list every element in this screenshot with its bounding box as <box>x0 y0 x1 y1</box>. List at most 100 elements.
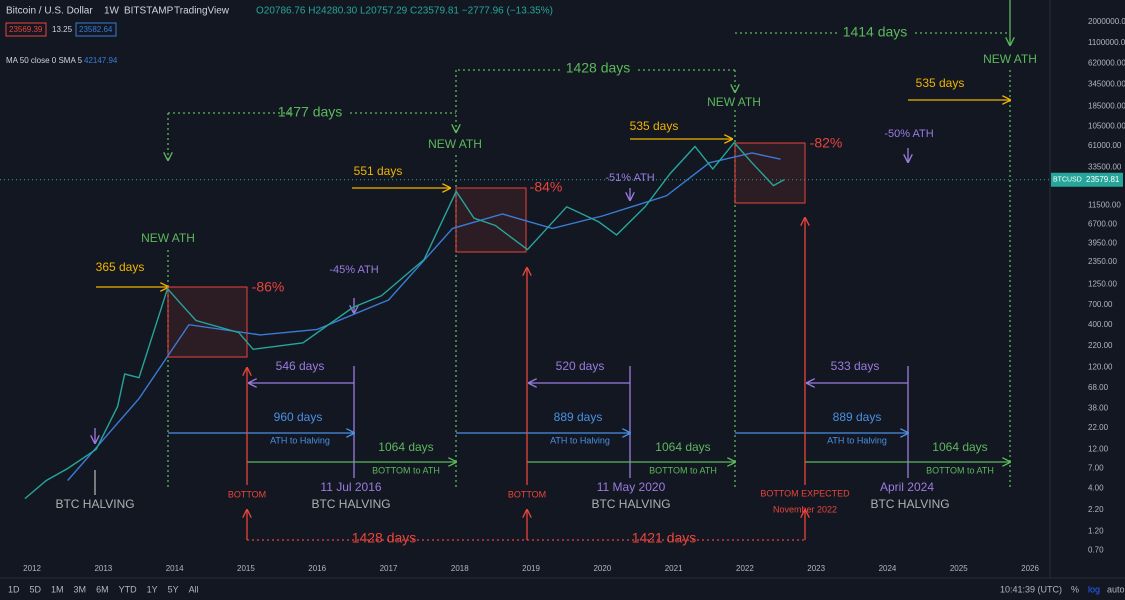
y-tick-label: 220.00 <box>1088 341 1113 350</box>
annotation: NEW ATH <box>141 231 195 245</box>
annotation: BOTTOM <box>508 489 546 499</box>
indicator-value: 42147.94 <box>84 56 118 65</box>
annotation: -84% <box>530 179 563 195</box>
range-button[interactable]: 1M <box>51 584 64 594</box>
range-button[interactable]: 6M <box>96 584 109 594</box>
x-tick-label: 2025 <box>950 564 968 573</box>
x-tick-label: 2022 <box>736 564 754 573</box>
y-tick-label: 2000000.00 <box>1088 17 1125 26</box>
annotation: BOTTOM to ATH <box>926 465 994 475</box>
annotation: 535 days <box>916 76 965 90</box>
annotation: 520 days <box>556 359 605 373</box>
annotation: -50% ATH <box>884 128 933 140</box>
range-button[interactable]: 5D <box>30 584 42 594</box>
annotation: -82% <box>810 135 843 151</box>
bid[interactable]: 23569.39 <box>9 25 43 34</box>
range-button[interactable]: 5Y <box>168 584 179 594</box>
y-tick-label: 345000.00 <box>1088 79 1125 88</box>
annotation: ATH to Halving <box>827 435 887 445</box>
annotation: NEW ATH <box>707 95 761 109</box>
annotation: 960 days <box>274 410 323 424</box>
annotation: BOTTOM <box>228 489 266 499</box>
percent-toggle[interactable]: % <box>1071 584 1079 594</box>
annotation: BTC HALVING <box>870 497 949 511</box>
bid-box[interactable] <box>5 22 47 37</box>
y-tick-label: 120.00 <box>1088 363 1113 372</box>
annotation: 1421 days <box>632 530 697 546</box>
annotation: 546 days <box>276 359 325 373</box>
y-tick-label: 22.00 <box>1088 423 1109 432</box>
price-tag <box>1051 172 1123 187</box>
x-tick-label: 2023 <box>807 564 825 573</box>
annotation: ATH to Halving <box>550 435 610 445</box>
x-tick-label: 2014 <box>166 564 184 573</box>
range-button[interactable]: 1D <box>8 584 20 594</box>
y-tick-label: 4.00 <box>1088 484 1104 493</box>
annotation: 1414 days <box>843 24 908 40</box>
y-tick-label: 2.20 <box>1088 505 1104 514</box>
annotation: 1064 days <box>655 440 710 454</box>
y-tick-label: 1.20 <box>1088 526 1104 535</box>
indicator[interactable]: MA 50 close 0 SMA 5 <box>6 56 83 65</box>
annotation: -51% ATH <box>605 172 654 184</box>
annotation: NEW ATH <box>428 137 482 151</box>
symbol: Bitcoin / U.S. Dollar <box>6 6 93 17</box>
price-line <box>24 141 785 500</box>
y-tick-label: 620000.00 <box>1088 59 1125 68</box>
spread: 13.25 <box>52 25 73 34</box>
drawdown-box <box>455 187 527 253</box>
y-tick-label: 68.00 <box>1088 383 1109 392</box>
y-tick-label: 400.00 <box>1088 320 1113 329</box>
x-tick-label: 2017 <box>380 564 398 573</box>
source: TradingView <box>174 6 230 17</box>
x-tick-label: 2024 <box>879 564 897 573</box>
annotation: 889 days <box>833 410 882 424</box>
x-tick-label: 2020 <box>593 564 611 573</box>
range-button[interactable]: All <box>189 584 199 594</box>
annotation: BOTTOM to ATH <box>649 465 717 475</box>
x-tick-label: 2026 <box>1021 564 1039 573</box>
y-tick-label: 33500.00 <box>1088 162 1122 171</box>
annotation: BOTTOM to ATH <box>372 465 440 475</box>
y-tick-label: 38.00 <box>1088 403 1109 412</box>
annotation: November 2022 <box>773 504 837 514</box>
exchange: BITSTAMP <box>124 6 174 17</box>
annotation: BTC HALVING <box>55 497 134 511</box>
annotation: 1477 days <box>278 104 343 120</box>
x-tick-label: 2012 <box>23 564 41 573</box>
y-tick-label: 105000.00 <box>1088 122 1125 131</box>
drawdown-box <box>167 286 248 358</box>
y-tick-label: 3950.00 <box>1088 238 1117 247</box>
annotation: BTC HALVING <box>591 497 670 511</box>
range-button[interactable]: 1Y <box>147 584 158 594</box>
annotation: BTC HALVING <box>311 497 390 511</box>
drawdown-box <box>734 142 806 204</box>
range-button[interactable]: 3M <box>74 584 87 594</box>
annotation: 11 Jul 2016 <box>320 480 381 494</box>
annotation: -86% <box>252 279 285 295</box>
ask-box[interactable] <box>75 22 117 37</box>
y-tick-label: 185000.00 <box>1088 102 1125 111</box>
x-tick-label: 2016 <box>308 564 326 573</box>
range-button[interactable]: YTD <box>119 584 138 594</box>
y-tick-label: 2350.00 <box>1088 257 1117 266</box>
auto-toggle[interactable]: auto <box>1107 584 1125 594</box>
drawings <box>0 0 1050 541</box>
ohlc: O20786.76 H24280.30 L20757.29 C23579.81 … <box>256 6 553 17</box>
y-tick-label: 7.00 <box>1088 464 1104 473</box>
x-tick-label: 2015 <box>237 564 255 573</box>
y-tick-label: 700.00 <box>1088 300 1113 309</box>
clock: 10:41:39 (UTC) <box>1000 584 1062 594</box>
price-tag-symbol: BTCUSD <box>1053 177 1082 184</box>
ask[interactable]: 23582.64 <box>79 25 113 34</box>
price-tag-value: 23579.81 <box>1086 175 1120 184</box>
annotation: 1428 days <box>352 530 417 546</box>
y-tick-label: 1250.00 <box>1088 279 1117 288</box>
x-tick-label: 2018 <box>451 564 469 573</box>
log-toggle[interactable]: log <box>1088 584 1100 594</box>
annotation: 1064 days <box>932 440 987 454</box>
interval: 1W <box>104 6 120 17</box>
annotation: ATH to Halving <box>270 435 330 445</box>
y-tick-label: 11500.00 <box>1088 200 1121 209</box>
